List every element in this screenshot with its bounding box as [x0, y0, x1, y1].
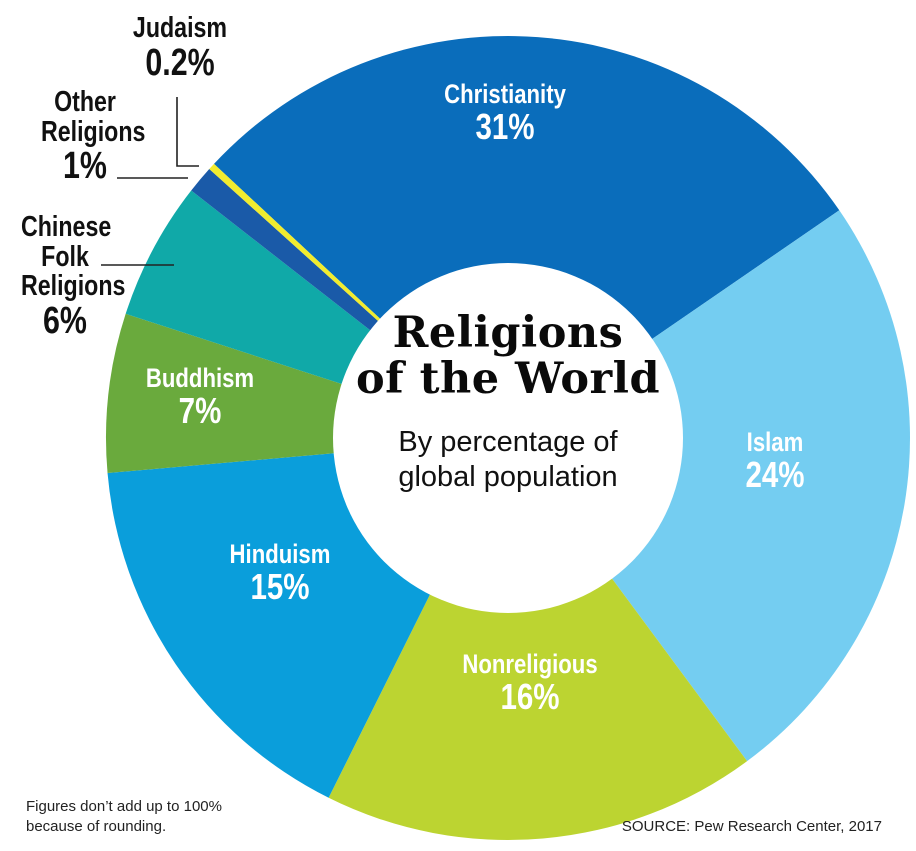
- leader-lines: [101, 97, 199, 266]
- label-value: 24%: [745, 454, 805, 496]
- label-islam: Islam 24%: [722, 428, 829, 494]
- callout-judaism: Judaism 0.2%: [132, 12, 228, 84]
- chart-title-line1: Religions: [392, 308, 624, 358]
- callout-other-religions: Other Religions 1%: [41, 86, 146, 188]
- chart-title-line2: of the World: [355, 354, 661, 405]
- label-nonreligious: Nonreligious 16%: [448, 650, 612, 716]
- callout-value: 0.2%: [145, 41, 215, 84]
- chart-subtitle: By percentage of global population: [318, 425, 698, 496]
- chart-title: Religions of the World: [318, 310, 698, 403]
- callout-name: Chinese: [21, 211, 112, 243]
- slice-islam: [508, 210, 910, 762]
- footnote-line2: because of rounding.: [26, 817, 167, 835]
- chart-subtitle-line2: global population: [398, 461, 618, 494]
- label-name: Hinduism: [229, 539, 331, 569]
- callout-name-2: Religions: [41, 115, 146, 148]
- label-value: 15%: [250, 566, 310, 608]
- label-buddhism: Buddhism 7%: [143, 364, 258, 430]
- callout-name-3: Religions: [21, 270, 126, 303]
- label-value: 16%: [500, 676, 560, 718]
- callout-chinese-folk-religions: Chinese Folk Religions 6%: [21, 211, 126, 342]
- callout-name: Other: [54, 86, 116, 118]
- callout-value: 1%: [63, 145, 107, 188]
- footnote-line1: Figures don’t add up to 100%: [26, 798, 222, 815]
- donut-hole: [333, 263, 683, 613]
- source-credit: SOURCE: Pew Research Center, 2017: [621, 818, 882, 835]
- chart-subtitle-line1: By percentage of: [398, 426, 618, 458]
- slice-christianity: [213, 36, 840, 438]
- label-value: 7%: [178, 390, 222, 432]
- label-hinduism: Hinduism 15%: [214, 540, 345, 606]
- judaism-leader-line: [176, 97, 199, 167]
- callout-value: 6%: [43, 299, 87, 342]
- label-name: Islam: [746, 427, 804, 457]
- footnote: Figures don’t add up to 100% because of …: [26, 797, 222, 836]
- slice-nonreligious: [328, 438, 748, 840]
- callout-name-2: Folk: [41, 240, 89, 273]
- callout-name: Judaism: [132, 12, 228, 44]
- label-name: Nonreligious: [462, 649, 598, 679]
- label-name: Christianity: [444, 79, 566, 109]
- label-christianity: Christianity 31%: [419, 80, 591, 146]
- label-value: 31%: [475, 106, 535, 148]
- label-name: Buddhism: [145, 363, 255, 393]
